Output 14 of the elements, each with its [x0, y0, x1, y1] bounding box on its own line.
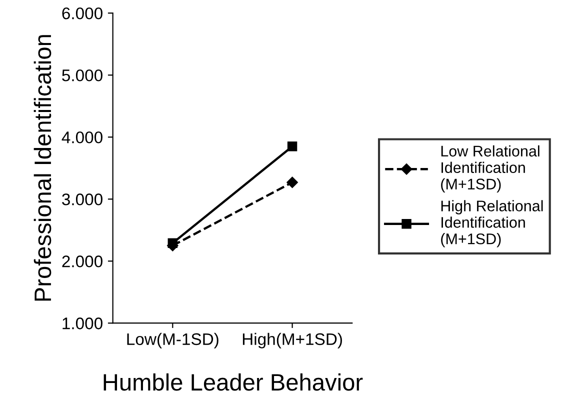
y-tick-label: 3.000 — [62, 194, 102, 206]
y-tick-label: 2.000 — [62, 256, 102, 268]
x-axis-title: Humble Leader Behavior — [104, 373, 363, 391]
y-tick-label: 5.000 — [62, 69, 102, 82]
x-tick-label: High(M+1SD) — [242, 332, 342, 348]
point — [287, 142, 298, 152]
y-tick-label: 6.000 — [62, 7, 102, 20]
y-tick-label: 1.000 — [62, 318, 102, 330]
legend-label: High Relational Identification (M+1SD) — [441, 200, 543, 248]
point — [286, 176, 298, 188]
legend-label: Low Relational Identification (M+1SD) — [441, 145, 540, 192]
x-tick-label: Low(M-1SD) — [127, 332, 218, 348]
y-axis-title: Professional Identification — [34, 35, 52, 301]
y-tick-label: 4.000 — [62, 132, 102, 144]
